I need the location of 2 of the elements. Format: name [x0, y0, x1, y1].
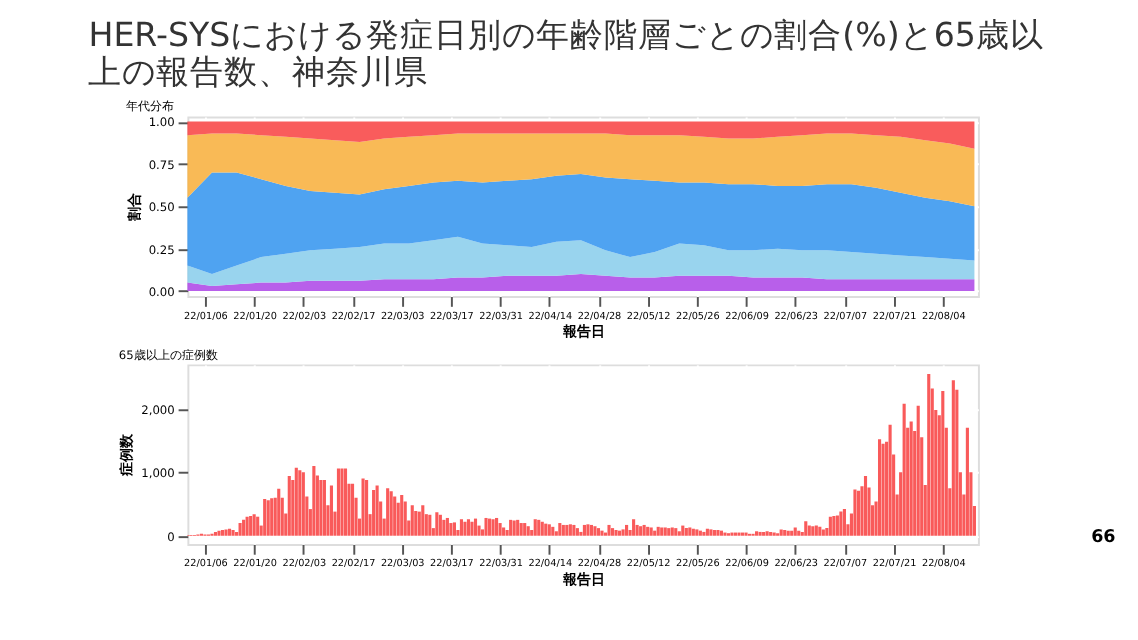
text: 66 [1091, 528, 1116, 549]
chart-title: HER-SYSにおける発症日別の年齢階層ごとの割合(%)と65歳以上の報告数、神奈川県 [88, 16, 1044, 92]
